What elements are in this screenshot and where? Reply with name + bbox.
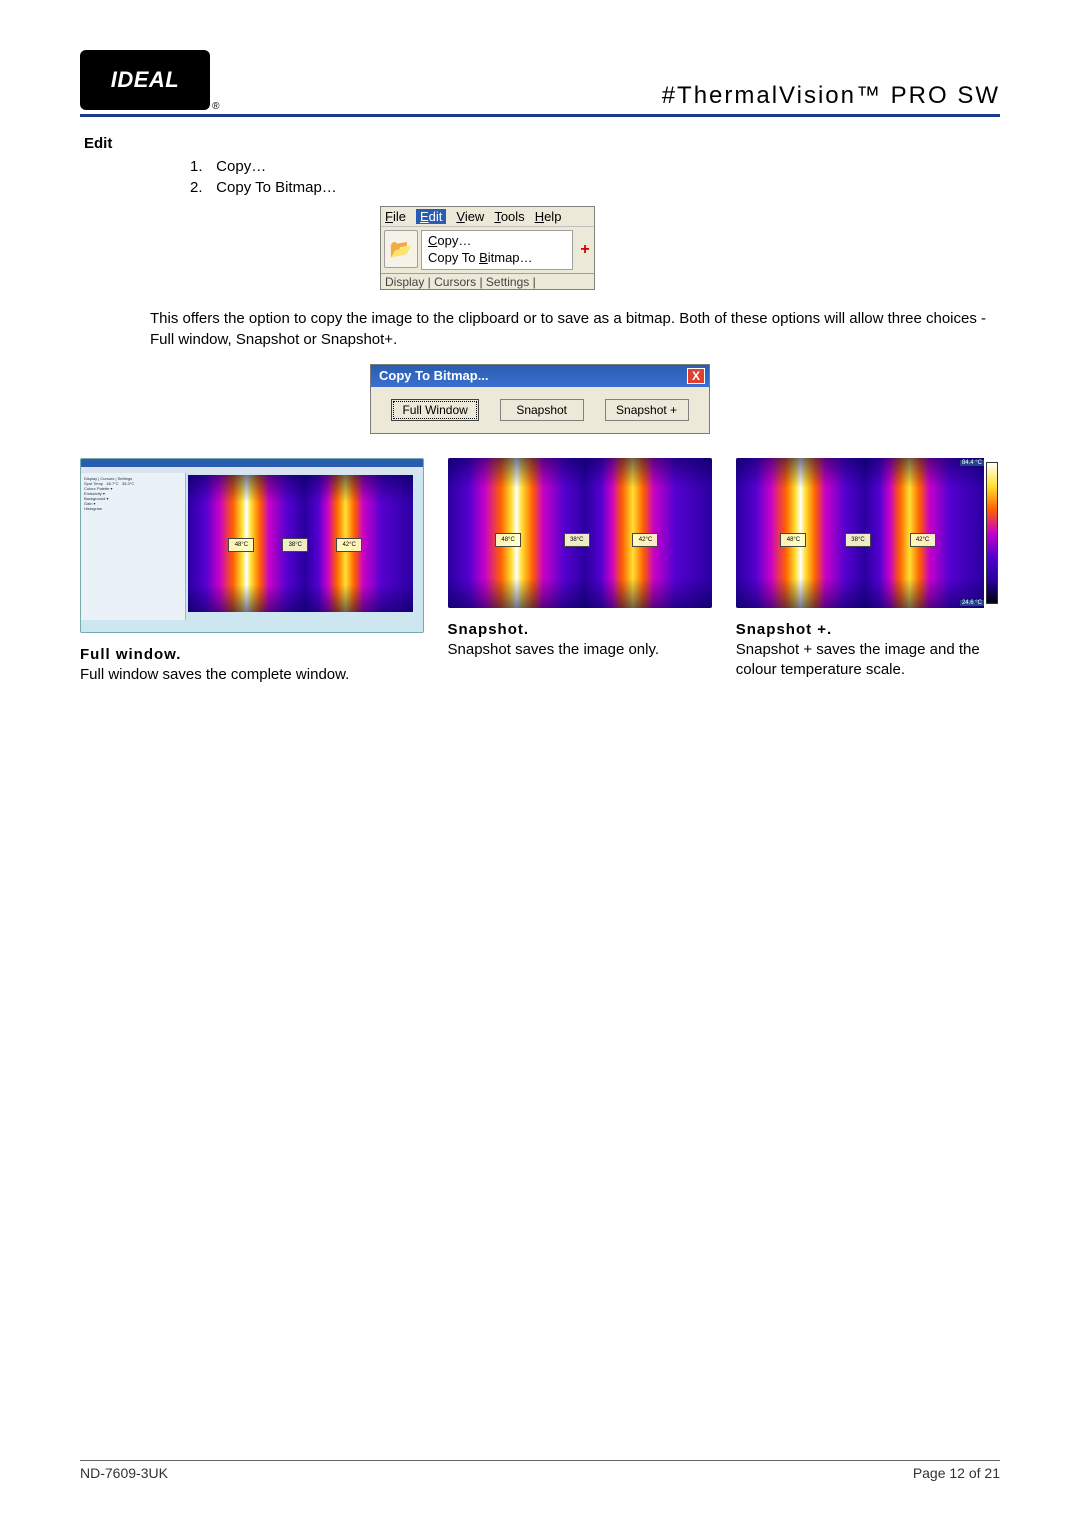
plus-icon[interactable]: + xyxy=(576,227,594,273)
preview-image-area: 48°C 38°C 42°C xyxy=(188,475,413,612)
thermal-image: 48°C 38°C 42°C xyxy=(736,458,984,608)
snapshot-plus-preview: 48°C 38°C 42°C 84.4 °C 24.6 °C xyxy=(736,458,1000,608)
logo: IDEAL ® xyxy=(80,50,210,110)
temperature-marker: 42°C xyxy=(632,533,658,547)
section-heading: Edit xyxy=(84,135,1000,152)
temperature-marker: 42°C xyxy=(336,538,362,552)
open-icon[interactable]: 📂 xyxy=(384,230,418,268)
dropdown-item-copy-to-bitmap[interactable]: Copy To Bitmap… xyxy=(428,250,566,267)
body-paragraph: This offers the option to copy the image… xyxy=(150,308,1000,350)
scale-top-label: 84.4 °C xyxy=(960,460,984,466)
menubar: File Edit View Tools Help xyxy=(381,207,594,227)
temperature-marker: 48°C xyxy=(228,538,254,552)
toolbar-row: 📂 Copy… Copy To Bitmap… + xyxy=(381,227,594,273)
full-window-preview: Display | Cursors | Settings Spot Temp 4… xyxy=(80,458,424,633)
registered-symbol: ® xyxy=(212,101,220,112)
caption-title: Snapshot. xyxy=(448,620,712,640)
snapshot-button[interactable]: Snapshot xyxy=(500,399,584,421)
snapshot-plus-column: 48°C 38°C 42°C 84.4 °C 24.6 °C Snapshot … xyxy=(736,458,1000,686)
scale-bottom-label: 24.6 °C xyxy=(960,600,984,606)
edit-dropdown: Copy… Copy To Bitmap… xyxy=(421,230,573,270)
preview-sidepanel: Display | Cursors | Settings Spot Temp 4… xyxy=(81,473,186,620)
logo-text: IDEAL xyxy=(111,67,180,93)
copy-to-bitmap-dialog: Copy To Bitmap... X Full Window Snapshot… xyxy=(370,364,710,434)
list-item: 1. Copy… xyxy=(190,156,1000,177)
list-label: Copy… xyxy=(216,158,266,175)
dialog-titlebar: Copy To Bitmap... X xyxy=(371,365,709,387)
thermal-image: 48°C 38°C 42°C xyxy=(448,458,712,608)
list-number: 2. xyxy=(190,177,212,198)
full-window-button[interactable]: Full Window xyxy=(391,399,478,421)
edit-list: 1. Copy… 2. Copy To Bitmap… xyxy=(190,156,1000,198)
dialog-body: Full Window Snapshot Snapshot + xyxy=(371,387,709,433)
temperature-marker: 38°C xyxy=(845,533,871,547)
temperature-marker: 42°C xyxy=(910,533,936,547)
temperature-marker: 48°C xyxy=(780,533,806,547)
menu-item-file[interactable]: File xyxy=(385,209,406,224)
snapshot-column: 48°C 38°C 42°C Snapshot. Snapshot saves … xyxy=(448,458,712,686)
caption-full: Full window. Full window saves the compl… xyxy=(80,645,424,686)
temperature-marker: 38°C xyxy=(282,538,308,552)
caption-desc: Full window saves the complete window. xyxy=(80,665,424,685)
list-item: 2. Copy To Bitmap… xyxy=(190,177,1000,198)
menu-item-view[interactable]: View xyxy=(456,209,484,224)
thermal-image: 48°C 38°C 42°C xyxy=(188,475,413,612)
page-footer: ND-7609-3UK Page 12 of 21 xyxy=(80,1460,1000,1481)
tabs-row: Display | Cursors | Settings | xyxy=(381,273,594,289)
menu-item-help[interactable]: Help xyxy=(535,209,562,224)
footer-right: Page 12 of 21 xyxy=(913,1465,1000,1481)
snapshot-preview: 48°C 38°C 42°C xyxy=(448,458,712,608)
menu-screenshot: File Edit View Tools Help 📂 Copy… Copy T… xyxy=(380,206,595,290)
caption-title: Full window. xyxy=(80,645,424,665)
menu-item-edit[interactable]: Edit xyxy=(416,209,446,224)
preview-titlebar xyxy=(81,459,423,467)
caption-desc: Snapshot saves the image only. xyxy=(448,640,712,660)
caption-desc: Snapshot + saves the image and the colou… xyxy=(736,640,1000,681)
caption-title: Snapshot +. xyxy=(736,620,1000,640)
preview-row: Display | Cursors | Settings Spot Temp 4… xyxy=(80,458,1000,686)
list-label: Copy To Bitmap… xyxy=(216,179,337,196)
caption-snapshot-plus: Snapshot +. Snapshot + saves the image a… xyxy=(736,620,1000,681)
temperature-marker: 38°C xyxy=(564,533,590,547)
full-window-column: Display | Cursors | Settings Spot Temp 4… xyxy=(80,458,424,686)
product-title: #ThermalVision™ PRO SW xyxy=(662,82,1000,110)
footer-left: ND-7609-3UK xyxy=(80,1465,168,1481)
snapshot-plus-button[interactable]: Snapshot + xyxy=(605,399,689,421)
menu-item-tools[interactable]: Tools xyxy=(494,209,524,224)
page-header: IDEAL ® #ThermalVision™ PRO SW xyxy=(80,50,1000,117)
close-icon[interactable]: X xyxy=(687,368,705,384)
list-number: 1. xyxy=(190,156,212,177)
color-scale-bar xyxy=(986,462,998,604)
dialog-title-text: Copy To Bitmap... xyxy=(379,368,489,383)
temperature-marker: 48°C xyxy=(495,533,521,547)
caption-snapshot: Snapshot. Snapshot saves the image only. xyxy=(448,620,712,661)
dropdown-item-copy[interactable]: Copy… xyxy=(428,233,566,250)
